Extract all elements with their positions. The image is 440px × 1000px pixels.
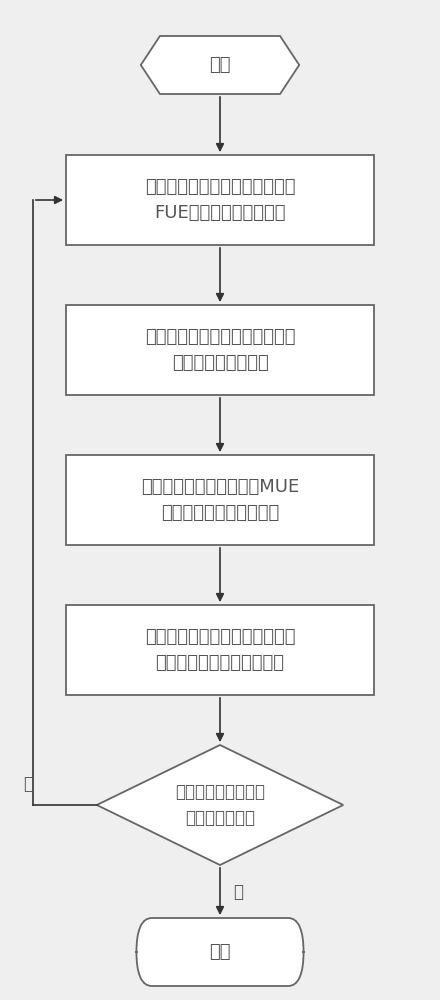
Text: 宏基站根据家庭基站上报的干扰
信息，进行功率调整: 宏基站根据家庭基站上报的干扰 信息，进行功率调整 (145, 328, 295, 372)
Text: 宏基站功率调整后，下发MUE
的干扰信息给各家庭基站: 宏基站功率调整后，下发MUE 的干扰信息给各家庭基站 (141, 478, 299, 522)
Text: 各家庭基站根据宏基站下发的干
扰信息，依次进行功率调整: 各家庭基站根据宏基站下发的干 扰信息，依次进行功率调整 (145, 628, 295, 672)
Bar (66, 455, 374, 545)
Text: 宏基站和各家庭基站
的功率是否收敛: 宏基站和各家庭基站 的功率是否收敛 (175, 783, 265, 827)
Bar (66, 155, 374, 245)
FancyBboxPatch shape (136, 918, 304, 986)
Polygon shape (141, 36, 299, 94)
Text: 开始: 开始 (209, 56, 231, 74)
Text: 是: 是 (233, 882, 243, 900)
Polygon shape (97, 745, 343, 865)
Text: 结束: 结束 (209, 943, 231, 961)
Bar (66, 605, 374, 695)
Text: 否: 否 (24, 775, 33, 793)
Bar (66, 305, 374, 395)
Text: 分层蜂窝网络中的家庭基站上报
FUE的干扰信息给宏基站: 分层蜂窝网络中的家庭基站上报 FUE的干扰信息给宏基站 (145, 178, 295, 222)
